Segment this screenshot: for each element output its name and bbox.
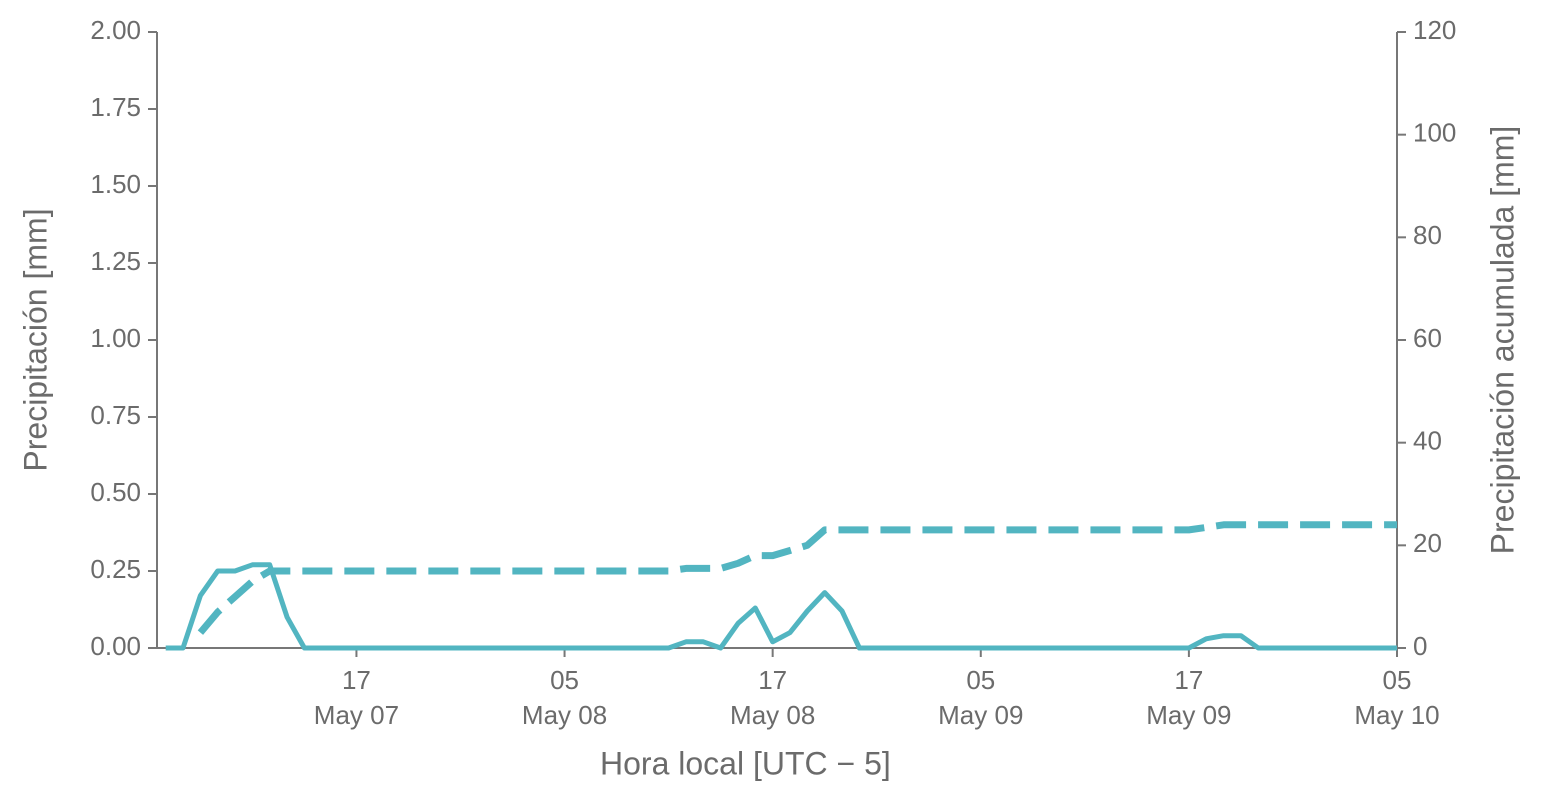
y-tick-label: 1.75 bbox=[90, 92, 141, 122]
y-tick-label: 1.00 bbox=[90, 323, 141, 353]
x-tick-label: May 08 bbox=[730, 700, 815, 730]
x-tick-label: May 10 bbox=[1354, 700, 1439, 730]
y2-tick-label: 20 bbox=[1413, 528, 1442, 558]
y-tick-label: 2.00 bbox=[90, 15, 141, 45]
x-tick-label: 05 bbox=[966, 665, 995, 695]
x-tick-label: May 08 bbox=[522, 700, 607, 730]
y-tick-label: 1.25 bbox=[90, 246, 141, 276]
y2-tick-label: 80 bbox=[1413, 220, 1442, 250]
x-tick-label: May 07 bbox=[314, 700, 399, 730]
x-tick-label: 17 bbox=[1174, 665, 1203, 695]
x-axis-label: Hora local [UTC − 5] bbox=[600, 745, 891, 781]
cumulative-line bbox=[197, 521, 1397, 635]
y2-tick-label: 100 bbox=[1413, 118, 1456, 148]
precip-line bbox=[165, 562, 1397, 651]
y2-tick-label: 120 bbox=[1413, 15, 1456, 45]
y-tick-label: 0.25 bbox=[90, 554, 141, 584]
x-tick-label: 05 bbox=[1383, 665, 1412, 695]
x-tick-label: 05 bbox=[550, 665, 579, 695]
y2-axis-label: Precipitación acumulada [mm] bbox=[1484, 126, 1520, 555]
y2-tick-label: 60 bbox=[1413, 323, 1442, 353]
x-tick-label: 17 bbox=[342, 665, 371, 695]
x-tick-label: May 09 bbox=[938, 700, 1023, 730]
y-tick-label: 1.50 bbox=[90, 169, 141, 199]
y-tick-label: 0.75 bbox=[90, 400, 141, 430]
x-tick-label: May 09 bbox=[1146, 700, 1231, 730]
y-tick-label: 0.50 bbox=[90, 477, 141, 507]
y2-tick-label: 40 bbox=[1413, 426, 1442, 456]
y-axis-label: Precipitación [mm] bbox=[17, 208, 53, 471]
y2-tick-label: 0 bbox=[1413, 631, 1427, 661]
x-tick-label: 17 bbox=[758, 665, 787, 695]
y-tick-label: 0.00 bbox=[90, 631, 141, 661]
